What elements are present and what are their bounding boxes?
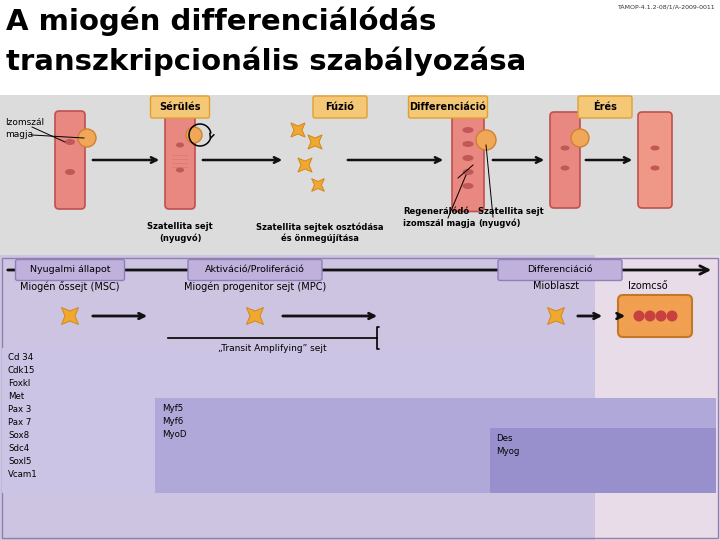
Bar: [490, 428, 716, 493]
Polygon shape: [298, 158, 312, 172]
Text: Miogén őssejt (MSC): Miogén őssejt (MSC): [20, 281, 120, 292]
Polygon shape: [547, 307, 564, 325]
Ellipse shape: [650, 145, 660, 151]
Text: Miogén progenitor sejt (MPC): Miogén progenitor sejt (MPC): [184, 281, 326, 292]
FancyBboxPatch shape: [16, 260, 125, 280]
Text: Myog: Myog: [496, 447, 519, 456]
Text: Differenciáció: Differenciáció: [410, 102, 487, 112]
Polygon shape: [291, 123, 305, 137]
FancyBboxPatch shape: [578, 96, 632, 118]
FancyBboxPatch shape: [452, 109, 484, 212]
FancyBboxPatch shape: [550, 112, 580, 208]
Text: Met: Met: [8, 392, 24, 401]
Text: Pax 7: Pax 7: [8, 418, 32, 427]
Text: A miogén differenciálódás: A miogén differenciálódás: [6, 6, 436, 36]
FancyBboxPatch shape: [150, 96, 210, 118]
Circle shape: [634, 310, 644, 321]
Polygon shape: [246, 307, 264, 325]
Text: Des: Des: [496, 434, 513, 443]
Text: Sox8: Sox8: [8, 431, 29, 440]
Text: Érés: Érés: [593, 102, 617, 112]
Circle shape: [667, 310, 678, 321]
FancyBboxPatch shape: [188, 260, 322, 280]
Text: transzkripcionális szabályozása: transzkripcionális szabályozása: [6, 46, 526, 76]
Text: Soxl5: Soxl5: [8, 457, 32, 466]
Ellipse shape: [560, 145, 570, 151]
Text: MyoD: MyoD: [162, 430, 186, 439]
Text: Izomcső: Izomcső: [628, 281, 668, 291]
Ellipse shape: [650, 165, 660, 171]
Text: Pax 3: Pax 3: [8, 405, 32, 414]
Ellipse shape: [462, 141, 474, 147]
Circle shape: [644, 310, 655, 321]
Bar: [2, 348, 595, 493]
Bar: [0, 95, 720, 265]
FancyBboxPatch shape: [55, 111, 85, 209]
FancyBboxPatch shape: [408, 96, 487, 118]
Polygon shape: [61, 307, 78, 325]
Ellipse shape: [462, 155, 474, 161]
Circle shape: [476, 130, 496, 150]
Bar: [2, 258, 718, 538]
Text: Szatellita sejt
(nyugvó): Szatellita sejt (nyugvó): [147, 222, 213, 243]
Text: Cdk15: Cdk15: [8, 366, 35, 375]
Bar: [155, 398, 716, 493]
Ellipse shape: [176, 167, 184, 172]
Bar: [0, 255, 595, 540]
Text: Myf5: Myf5: [162, 404, 184, 413]
Ellipse shape: [462, 169, 474, 175]
Text: TÁMOP-4.1.2-08/1/A-2009-0011: TÁMOP-4.1.2-08/1/A-2009-0011: [618, 4, 716, 10]
Text: „Transit Amplifying” sejt: „Transit Amplifying” sejt: [217, 344, 326, 353]
Ellipse shape: [176, 143, 184, 147]
Polygon shape: [312, 179, 325, 191]
FancyBboxPatch shape: [638, 112, 672, 208]
Circle shape: [78, 129, 96, 147]
Text: Mioblaszt: Mioblaszt: [533, 281, 579, 291]
Text: Vcam1: Vcam1: [8, 470, 37, 479]
Circle shape: [186, 127, 202, 143]
Text: Szatellita sejtek osztódása
és önmegújítása: Szatellita sejtek osztódása és önmegújít…: [256, 222, 384, 243]
Text: Regenerálódó
izomszál magja: Regenerálódó izomszál magja: [403, 207, 475, 227]
Text: Cd 34: Cd 34: [8, 353, 33, 362]
Ellipse shape: [65, 169, 75, 175]
Text: Foxkl: Foxkl: [8, 379, 30, 388]
Ellipse shape: [560, 165, 570, 171]
Text: Izomszál
magja: Izomszál magja: [5, 118, 44, 139]
Bar: [595, 255, 720, 540]
FancyBboxPatch shape: [618, 295, 692, 337]
Ellipse shape: [65, 139, 75, 145]
Text: Szatellita sejt
(nyugvó): Szatellita sejt (nyugvó): [478, 207, 544, 228]
Text: Sérülés: Sérülés: [159, 102, 201, 112]
FancyBboxPatch shape: [313, 96, 367, 118]
Polygon shape: [308, 135, 322, 149]
Text: Myf6: Myf6: [162, 417, 184, 426]
Text: Fúzió: Fúzió: [325, 102, 354, 112]
Circle shape: [655, 310, 667, 321]
Ellipse shape: [462, 183, 474, 189]
Circle shape: [571, 129, 589, 147]
FancyBboxPatch shape: [165, 111, 195, 209]
Text: Sdc4: Sdc4: [8, 444, 30, 453]
Text: Differenciáció: Differenciáció: [527, 266, 593, 274]
Text: Aktiváció/Proliferáció: Aktiváció/Proliferáció: [205, 266, 305, 274]
Ellipse shape: [462, 127, 474, 133]
Text: Nyugalmi állapot: Nyugalmi állapot: [30, 266, 110, 274]
FancyBboxPatch shape: [498, 260, 622, 280]
